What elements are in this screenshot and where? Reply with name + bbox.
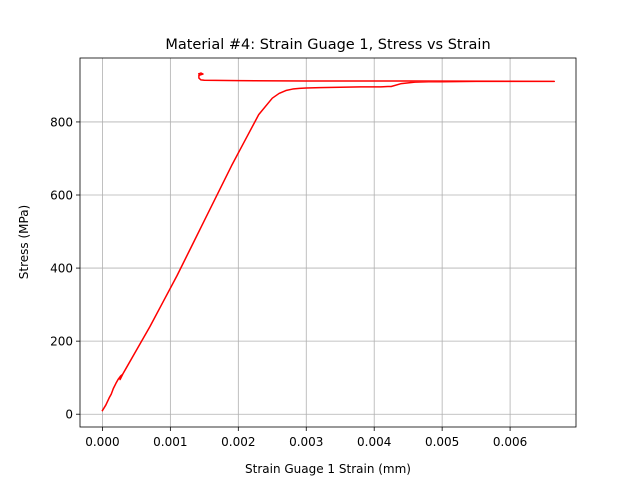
axis-ticks: 0.000 0.001 0.002 0.003 0.004 0.005 0.006 0 200 4… [50, 115, 527, 449]
y-tick-label: 200 [50, 335, 73, 349]
x-tick-label: 0.003 [289, 435, 323, 449]
stress-strain-line [101, 72, 556, 412]
x-tick-label: 0.006 [493, 435, 527, 449]
y-axis-label: Stress (MPa) [17, 205, 31, 279]
x-tick-label: 0.005 [425, 435, 459, 449]
x-tick-label: 0.004 [357, 435, 391, 449]
x-tick-label: 0.002 [221, 435, 255, 449]
y-tick-label: 400 [50, 262, 73, 276]
y-tick-label: 800 [50, 115, 73, 129]
x-tick-label: 0.000 [85, 435, 119, 449]
x-axis-label: Strain Guage 1 Strain (mm) [245, 462, 411, 476]
x-tick-label: 0.001 [153, 435, 187, 449]
grid-lines [80, 58, 576, 427]
y-tick-label: 0 [65, 408, 73, 422]
plot-frame [79, 57, 577, 428]
series-layer [101, 72, 556, 412]
y-tick-label: 600 [50, 189, 73, 203]
chart-title: Material #4: Strain Guage 1, Stress vs S… [165, 37, 490, 53]
